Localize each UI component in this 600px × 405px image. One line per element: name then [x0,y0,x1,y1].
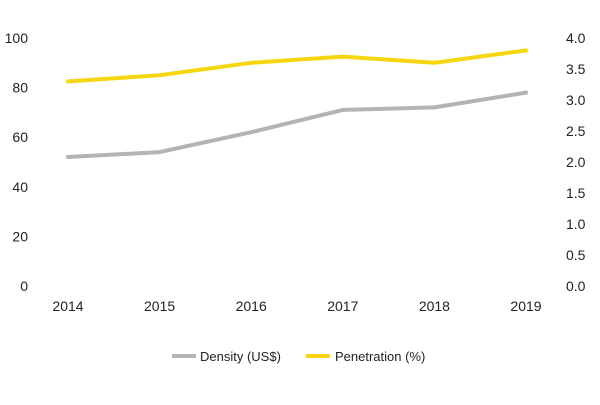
series-line-2 [67,48,527,84]
left-y-tick-label: 20 [12,228,28,244]
series-1-point [340,107,345,112]
right-y-tick-label: 1.5 [566,185,586,201]
legend-label: Density (US$) [200,349,281,364]
x-tick-label: 2017 [327,298,358,314]
x-axis: 2014 2015 2016 2017 2018 2019 [52,298,541,314]
right-y-tick-label: 2.0 [566,154,586,170]
left-y-tick-label: 60 [12,129,28,145]
series-1-point [432,105,437,110]
x-tick-label: 2015 [144,298,175,314]
right-y-tick-label: 3.0 [566,92,586,108]
left-y-tick-label: 0 [20,278,28,294]
right-y-axis: 4.0 3.5 3.0 2.5 2.0 1.5 1.0 0.5 0.0 [566,30,586,294]
series-1-point [157,150,162,155]
left-y-tick-label: 80 [12,80,28,96]
series-2-point [66,79,70,84]
right-y-tick-label: 3.5 [566,61,586,77]
legend-label: Penetration (%) [335,349,425,364]
right-y-tick-label: 4.0 [566,30,586,46]
right-y-tick-label: 2.5 [566,123,586,139]
series-1-point [524,90,528,95]
series-1-point [66,155,70,160]
right-y-tick-label: 0.5 [566,247,586,263]
legend: Density (US$) Penetration (%) [172,349,425,364]
left-y-tick-label: 40 [12,179,28,195]
series-line-1 [67,90,527,159]
series-2-point [340,54,345,59]
right-y-tick-label: 1.0 [566,216,586,232]
series-2-point [432,60,437,65]
series-2-point [524,48,528,53]
series-1-point [249,130,254,135]
x-tick-label: 2016 [236,298,267,314]
series-2-point [157,73,162,78]
x-tick-label: 2014 [52,298,83,314]
x-tick-label: 2019 [510,298,541,314]
left-y-axis: 100 80 60 40 20 0 [5,30,29,294]
series-2-point [249,60,254,65]
left-y-tick-label: 100 [5,30,29,46]
x-tick-label: 2018 [419,298,450,314]
right-y-tick-label: 0.0 [566,278,586,294]
series-layer [66,48,528,160]
